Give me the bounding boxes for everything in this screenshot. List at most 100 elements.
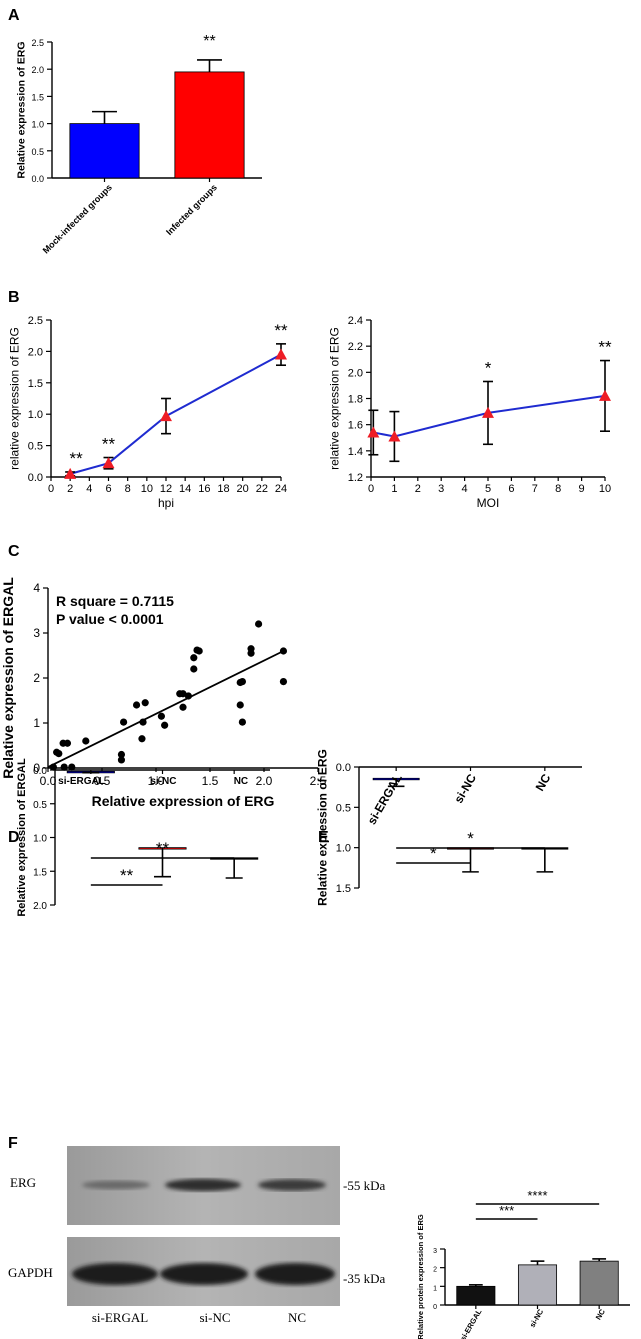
y-tick-label: 0 (433, 1304, 437, 1311)
category-label: si-ERGAL (58, 776, 105, 787)
y-axis-title: relative expression of ERG (7, 327, 21, 470)
y-tick-label: 0 (33, 761, 40, 775)
data-point (184, 692, 192, 700)
y-tick-label: 1.8 (348, 394, 363, 406)
significance-label: ** (598, 338, 612, 357)
series-line (69, 353, 282, 475)
y-tick-label: 2.5 (28, 315, 43, 327)
y-tick-label: 0.0 (33, 766, 47, 777)
x-axis-title: hpi (158, 496, 174, 510)
x-tick-label: 8 (555, 483, 561, 495)
data-point (132, 701, 141, 709)
data-point (68, 763, 76, 771)
y-tick-label: 4 (33, 581, 40, 595)
data-point (275, 348, 287, 360)
panel-c-scatter: 0 1 2 3 4 Relative expression of ERGAL 0.0 0.5 1… (0, 577, 327, 809)
data-point (195, 647, 203, 655)
panel-label-e: E (318, 829, 329, 846)
y-tick-label: 2.0 (348, 367, 363, 379)
panel-f-chart: 0 1 2 3 Relative protein expression of ERG si… (416, 1188, 630, 1339)
x-tick-label: 20 (237, 483, 249, 495)
x-tick-label: 1.0 (148, 774, 165, 788)
data-point (117, 750, 126, 759)
data-point (139, 718, 147, 726)
panel-d-chart: 0.0 0.5 1.0 1.5 2.0 Relative expression of ER… (16, 758, 270, 917)
data-point (157, 712, 165, 720)
significance-label: ** (120, 866, 134, 885)
x-tick-label: 0 (48, 483, 54, 495)
erg-size-marker: -55 kDa (343, 1178, 385, 1193)
significance-label: * (485, 358, 492, 377)
category-label: NC (594, 1307, 608, 1321)
y-tick-label: 2.0 (31, 65, 44, 75)
significance-label: ** (274, 321, 288, 340)
bar (174, 71, 245, 179)
data-point (190, 654, 198, 662)
gapdh-band-label: GAPDH (8, 1265, 53, 1280)
blot-lane-label: si-NC (199, 1310, 230, 1325)
bar (517, 1264, 558, 1306)
y-tick-label: 1.0 (336, 843, 351, 855)
panel-label-b: B (8, 289, 20, 306)
y-tick-label: 1.6 (348, 420, 363, 432)
regression-line (47, 650, 284, 768)
data-point (279, 647, 288, 655)
blot-lane-label: NC (288, 1310, 306, 1325)
y-tick-label: 2.0 (28, 346, 43, 358)
category-label: Infected groups (164, 182, 219, 237)
data-point (160, 410, 172, 422)
panel-label-d: D (8, 829, 20, 846)
x-tick-label: 4 (462, 483, 468, 495)
bar (579, 1260, 619, 1306)
panel-b-hpi-chart: 0.0 0.5 1.0 1.5 2.0 2.5 relative expression of… (7, 315, 288, 510)
x-tick-label: 6 (508, 483, 514, 495)
x-tick-label: 1 (391, 483, 397, 495)
data-point (117, 756, 126, 764)
bar (456, 1285, 496, 1306)
y-tick-label: 2 (33, 671, 40, 685)
data-point (247, 649, 255, 657)
data-point (49, 763, 58, 771)
x-tick-label: 24 (275, 483, 287, 495)
y-tick-label: 1.0 (33, 834, 47, 845)
y-axis-title: Relative expression of ERG (16, 41, 28, 178)
erg-band (82, 1180, 150, 1190)
y-tick-label: 0.0 (336, 762, 351, 774)
y-tick-label: 0.0 (28, 472, 43, 484)
x-tick-label: 0.0 (40, 774, 57, 788)
significance-label: * (467, 829, 474, 848)
category-label: si-NC (150, 776, 176, 787)
p-value-annotation: P value < 0.0001 (56, 611, 164, 627)
y-axis-title: Relative expression of ERGAL (0, 577, 16, 779)
r-square-annotation: R square = 0.7115 (56, 593, 174, 609)
data-point (82, 737, 90, 745)
data-point (190, 665, 198, 673)
data-point (279, 678, 288, 686)
y-tick-label: 0.5 (31, 147, 44, 157)
x-tick-label: 0.5 (94, 774, 111, 788)
data-point (238, 678, 246, 686)
y-tick-label: 2.4 (348, 315, 363, 327)
category-label: NC (234, 776, 248, 787)
x-tick-label: 22 (256, 483, 268, 495)
series-line (373, 394, 606, 438)
x-tick-label: 6 (105, 483, 111, 495)
y-tick-label: 2.2 (348, 341, 363, 353)
x-tick-label: 0 (368, 483, 374, 495)
y-axis-title: Relative protein expression of ERG (416, 1214, 425, 1339)
x-tick-label: 18 (217, 483, 229, 495)
data-point (138, 735, 146, 743)
x-tick-label: 4 (86, 483, 92, 495)
x-tick-label: 10 (599, 483, 611, 495)
category-label: si-NC (451, 771, 479, 805)
y-tick-label: 2.5 (31, 38, 44, 48)
y-axis-title: relative expression of ERG (327, 327, 341, 470)
gapdh-band (160, 1263, 248, 1285)
blot-lane-label: si-ERGAL (92, 1310, 148, 1325)
data-point (63, 739, 72, 747)
x-tick-label: 2.0 (256, 774, 273, 788)
significance-label: ** (156, 839, 170, 858)
category-label: Mock-infected groups (41, 182, 114, 255)
